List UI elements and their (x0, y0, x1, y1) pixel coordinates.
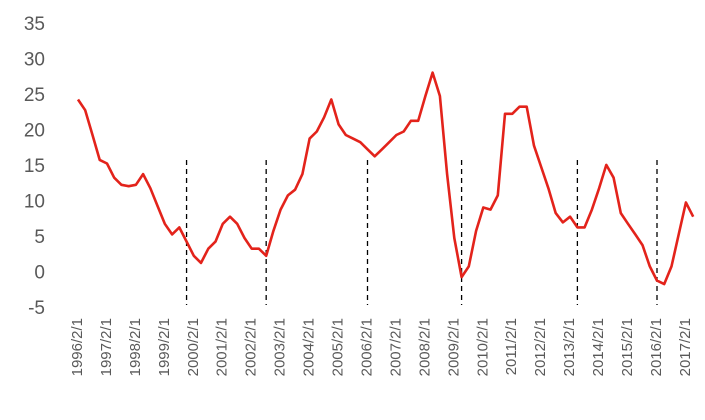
x-tick-label: 2014/2/1 (590, 318, 607, 376)
x-tick-label: 2007/2/1 (387, 318, 404, 376)
x-tick-label: 1996/2/1 (69, 318, 86, 376)
y-tick-label: 0 (34, 263, 45, 284)
x-tick-label: 2011/2/1 (503, 318, 520, 375)
x-tick-label: 2003/2/1 (272, 318, 289, 376)
data-line (76, 71, 695, 286)
x-tick-label: 2001/2/1 (214, 318, 231, 376)
x-tick-label: 1999/2/1 (156, 318, 173, 376)
x-tick-label: 2008/2/1 (416, 318, 433, 376)
x-tick-label: 2012/2/1 (532, 318, 549, 376)
y-tick-label: 30 (24, 50, 45, 71)
x-tick-label: 2013/2/1 (561, 318, 578, 376)
x-tick-label: 2015/2/1 (619, 318, 636, 376)
y-tick-label: 25 (24, 85, 45, 106)
y-tick-label: -5 (28, 298, 45, 319)
y-tick-label: 10 (24, 192, 45, 213)
x-tick-label: 2004/2/1 (301, 318, 318, 376)
x-tick-label: 2002/2/1 (243, 318, 260, 376)
x-tick-label: 2000/2/1 (185, 318, 202, 376)
x-tick-label: 1998/2/1 (127, 318, 144, 376)
x-tick-label: 2010/2/1 (474, 318, 491, 376)
y-tick-label: 5 (34, 227, 45, 248)
x-tick-label: 2005/2/1 (330, 318, 347, 376)
x-tick-label: 2009/2/1 (445, 318, 462, 376)
y-tick-label: 15 (24, 156, 45, 177)
y-tick-label: 20 (24, 121, 45, 142)
x-tick-label: 2017/2/1 (677, 318, 694, 376)
x-tick-label: 2006/2/1 (358, 318, 375, 376)
x-tick-label: 2016/2/1 (648, 318, 665, 376)
y-tick-label: 35 (24, 14, 45, 35)
x-tick-label: 1997/2/1 (98, 318, 115, 376)
